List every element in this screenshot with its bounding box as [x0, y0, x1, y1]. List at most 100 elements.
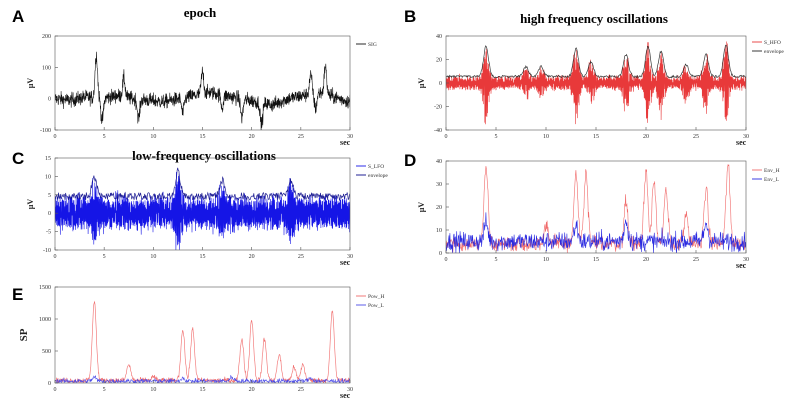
panel-label-E: E [12, 285, 23, 304]
y-tick-label: 0 [439, 251, 442, 257]
x-axis-label: sec [340, 391, 351, 400]
x-tick-label: 0 [445, 134, 448, 140]
x-tick-label: 0 [445, 257, 448, 263]
x-tick-label: 25 [298, 387, 304, 393]
y-tick-label: -10 [43, 248, 51, 254]
x-tick-label: 30 [347, 134, 353, 140]
y-tick-label: 0 [439, 81, 442, 87]
panel-label-B: B [404, 7, 416, 26]
x-axis-label: sec [736, 261, 747, 270]
panel-title-C: low-frequency oscillations [132, 148, 276, 163]
series-line-D-1 [446, 212, 746, 253]
x-tick-label: 30 [347, 387, 353, 393]
x-tick-label: 30 [347, 254, 353, 260]
y-tick-label: 20 [436, 205, 442, 211]
y-axis-label: µV [26, 78, 35, 89]
y-tick-label: 15 [45, 156, 51, 162]
series-line-A-0 [55, 51, 350, 130]
y-tick-label: 0 [48, 97, 51, 103]
y-tick-label: -100 [40, 128, 51, 134]
y-tick-label: 40 [436, 159, 442, 165]
x-tick-label: 0 [54, 387, 57, 393]
x-tick-label: 10 [543, 134, 549, 140]
series-line-C-0 [55, 171, 350, 250]
x-tick-label: 20 [643, 134, 649, 140]
y-tick-label: -20 [434, 105, 442, 111]
y-tick-label: 100 [42, 65, 51, 71]
x-tick-label: 20 [249, 134, 255, 140]
y-axis-label: SP [18, 328, 30, 341]
x-tick-label: 20 [643, 257, 649, 263]
x-tick-label: 15 [200, 254, 206, 260]
x-tick-label: 15 [200, 387, 206, 393]
plot-area-E [54, 286, 351, 384]
panel-D: D 0 5 10 15 20 25 30 0 10 20 30 40 µV sec Env_H Env_L [404, 151, 780, 270]
x-tick-label: 15 [593, 134, 599, 140]
y-tick-label: -40 [434, 128, 442, 134]
y-tick-label: 200 [42, 34, 51, 40]
legend-label: Pow_H [368, 294, 385, 300]
legend-label: envelope [368, 173, 388, 179]
x-tick-label: 20 [249, 387, 255, 393]
x-tick-label: 15 [200, 134, 206, 140]
x-tick-label: 15 [593, 257, 599, 263]
panel-E: E 0 5 10 15 20 25 30 0 500 1000 1500 SP sec Pow_H Pow_L [12, 285, 385, 400]
x-tick-label: 0 [54, 134, 57, 140]
y-tick-label: 1500 [39, 285, 51, 291]
legend-label: SIG [368, 42, 377, 48]
y-tick-label: 40 [436, 34, 442, 40]
y-tick-label: 0 [48, 381, 51, 387]
x-axis-label: sec [340, 258, 351, 267]
series-line-E-0 [55, 300, 350, 383]
y-tick-label: 500 [42, 349, 51, 355]
legend-label: S_HFO [764, 40, 781, 46]
x-tick-label: 5 [103, 254, 106, 260]
y-tick-label: 20 [436, 58, 442, 64]
panel-label-C: C [12, 149, 24, 168]
y-tick-label: 0 [48, 211, 51, 217]
x-tick-label: 10 [150, 254, 156, 260]
x-tick-label: 10 [543, 257, 549, 263]
series-line-B-0 [446, 41, 746, 125]
plot-area-A [54, 35, 351, 131]
x-axis-label: sec [340, 138, 351, 147]
y-axis-label: µV [417, 202, 426, 213]
y-tick-label: 30 [436, 182, 442, 188]
panel-label-D: D [404, 151, 416, 170]
x-tick-label: 5 [495, 257, 498, 263]
x-tick-label: 25 [298, 134, 304, 140]
x-tick-label: 5 [495, 134, 498, 140]
y-tick-label: 10 [436, 228, 442, 234]
y-axis-label: µV [417, 78, 426, 89]
legend-label: Env_L [764, 177, 780, 183]
legend-label: S_LFO [368, 164, 384, 170]
x-tick-label: 10 [150, 387, 156, 393]
panel-title-B: high frequency oscillations [520, 11, 668, 26]
x-tick-label: 5 [103, 387, 106, 393]
x-tick-label: 5 [103, 134, 106, 140]
x-tick-label: 25 [298, 254, 304, 260]
y-axis-label: µV [26, 199, 35, 210]
y-tick-label: 1000 [39, 317, 51, 323]
x-tick-label: 0 [54, 254, 57, 260]
x-tick-label: 30 [743, 257, 749, 263]
y-tick-label: 10 [45, 174, 51, 180]
x-tick-label: 25 [693, 134, 699, 140]
panel-title-A: epoch [184, 5, 217, 20]
series-line-C-1 [55, 167, 350, 202]
x-tick-label: 10 [150, 134, 156, 140]
legend-label: Pow_L [368, 303, 385, 309]
x-tick-label: 20 [249, 254, 255, 260]
x-tick-label: 25 [693, 257, 699, 263]
series-line-B-1 [446, 44, 746, 79]
y-tick-label: -5 [46, 230, 51, 236]
x-tick-label: 30 [743, 134, 749, 140]
legend-label: Env_H [764, 168, 780, 174]
legend-label: envelope [764, 49, 784, 55]
panel-label-A: A [12, 7, 24, 26]
y-tick-label: 5 [48, 193, 51, 199]
